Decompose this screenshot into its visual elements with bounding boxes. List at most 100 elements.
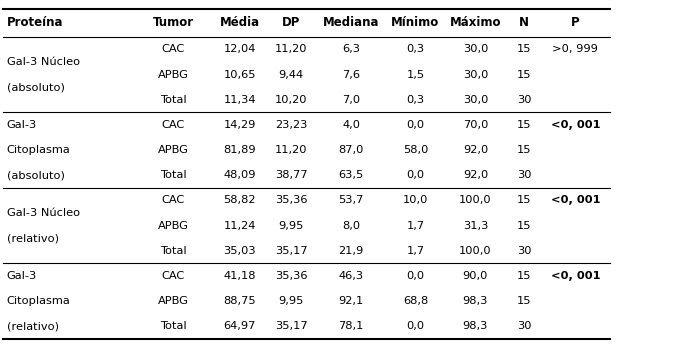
Text: 15: 15: [516, 145, 532, 155]
Text: 7,6: 7,6: [342, 70, 360, 80]
Text: 15: 15: [516, 220, 532, 230]
Text: 46,3: 46,3: [338, 271, 364, 281]
Text: 9,44: 9,44: [279, 70, 303, 80]
Text: 1,7: 1,7: [406, 220, 425, 230]
Text: 64,97: 64,97: [223, 321, 256, 331]
Text: APBG: APBG: [158, 70, 188, 80]
Text: APBG: APBG: [158, 296, 188, 306]
Text: 15: 15: [516, 70, 532, 80]
Text: Gal-3 Núcleo: Gal-3 Núcleo: [7, 57, 80, 67]
Text: 88,75: 88,75: [223, 296, 256, 306]
Text: 0,3: 0,3: [406, 45, 425, 55]
Text: Gal-3: Gal-3: [7, 120, 37, 130]
Text: 41,18: 41,18: [223, 271, 256, 281]
Text: 35,17: 35,17: [275, 321, 308, 331]
Text: Gal-3: Gal-3: [7, 271, 37, 281]
Text: 0,0: 0,0: [406, 271, 425, 281]
Text: DP: DP: [282, 16, 300, 29]
Text: 11,24: 11,24: [223, 220, 256, 230]
Text: <0, 001: <0, 001: [551, 120, 600, 130]
Text: 35,36: 35,36: [275, 271, 308, 281]
Text: CAC: CAC: [162, 45, 184, 55]
Text: >0, 999: >0, 999: [553, 45, 598, 55]
Text: 100,0: 100,0: [459, 195, 492, 205]
Text: (relativo): (relativo): [7, 233, 59, 243]
Text: 38,77: 38,77: [275, 170, 308, 180]
Text: Tumor: Tumor: [152, 16, 194, 29]
Text: 4,0: 4,0: [342, 120, 360, 130]
Text: Total: Total: [160, 170, 186, 180]
Text: 21,9: 21,9: [338, 246, 364, 256]
Text: 0,0: 0,0: [406, 321, 425, 331]
Text: (absoluto): (absoluto): [7, 170, 64, 180]
Text: 92,1: 92,1: [338, 296, 364, 306]
Text: Citoplasma: Citoplasma: [7, 145, 71, 155]
Text: 6,3: 6,3: [342, 45, 360, 55]
Text: 1,7: 1,7: [406, 246, 425, 256]
Text: 23,23: 23,23: [275, 120, 308, 130]
Text: 14,29: 14,29: [223, 120, 256, 130]
Text: 31,3: 31,3: [462, 220, 488, 230]
Text: 11,34: 11,34: [223, 95, 256, 105]
Text: 30: 30: [516, 170, 532, 180]
Text: Mediana: Mediana: [323, 16, 379, 29]
Text: 15: 15: [516, 45, 532, 55]
Text: 15: 15: [516, 296, 532, 306]
Text: 78,1: 78,1: [338, 321, 364, 331]
Text: 58,82: 58,82: [223, 195, 256, 205]
Text: 9,95: 9,95: [278, 220, 304, 230]
Text: CAC: CAC: [162, 195, 184, 205]
Text: 58,0: 58,0: [403, 145, 428, 155]
Text: 30: 30: [516, 95, 532, 105]
Text: 10,0: 10,0: [403, 195, 428, 205]
Text: 98,3: 98,3: [462, 296, 488, 306]
Text: Máximo: Máximo: [449, 16, 501, 29]
Text: 48,09: 48,09: [223, 170, 256, 180]
Text: N: N: [519, 16, 529, 29]
Text: 53,7: 53,7: [338, 195, 364, 205]
Text: APBG: APBG: [158, 220, 188, 230]
Text: 35,17: 35,17: [275, 246, 308, 256]
Text: 30: 30: [516, 321, 532, 331]
Text: 0,3: 0,3: [406, 95, 425, 105]
Text: 11,20: 11,20: [275, 145, 308, 155]
Text: 30,0: 30,0: [462, 95, 488, 105]
Text: 35,03: 35,03: [223, 246, 256, 256]
Text: (absoluto): (absoluto): [7, 82, 64, 92]
Text: 63,5: 63,5: [338, 170, 364, 180]
Text: Proteína: Proteína: [7, 16, 63, 29]
Text: 1,5: 1,5: [406, 70, 425, 80]
Text: 92,0: 92,0: [463, 145, 488, 155]
Text: 12,04: 12,04: [223, 45, 256, 55]
Text: 92,0: 92,0: [463, 170, 488, 180]
Text: 9,95: 9,95: [278, 296, 304, 306]
Text: 87,0: 87,0: [338, 145, 364, 155]
Text: Total: Total: [160, 95, 186, 105]
Text: 10,20: 10,20: [275, 95, 308, 105]
Text: 30,0: 30,0: [462, 70, 488, 80]
Text: Média: Média: [220, 16, 260, 29]
Text: 10,65: 10,65: [223, 70, 256, 80]
Text: APBG: APBG: [158, 145, 188, 155]
Text: 98,3: 98,3: [462, 321, 488, 331]
Text: 11,20: 11,20: [275, 45, 308, 55]
Text: CAC: CAC: [162, 120, 184, 130]
Text: 15: 15: [516, 271, 532, 281]
Text: 15: 15: [516, 120, 532, 130]
Text: 90,0: 90,0: [462, 271, 488, 281]
Text: Mínimo: Mínimo: [391, 16, 440, 29]
Text: 100,0: 100,0: [459, 246, 492, 256]
Text: 0,0: 0,0: [406, 170, 425, 180]
Text: 0,0: 0,0: [406, 120, 425, 130]
Text: 68,8: 68,8: [403, 296, 428, 306]
Text: 30,0: 30,0: [462, 45, 488, 55]
Text: <0, 001: <0, 001: [551, 271, 600, 281]
Text: 8,0: 8,0: [342, 220, 360, 230]
Text: P: P: [571, 16, 580, 29]
Text: <0, 001: <0, 001: [551, 195, 600, 205]
Text: Citoplasma: Citoplasma: [7, 296, 71, 306]
Text: 30: 30: [516, 246, 532, 256]
Text: CAC: CAC: [162, 271, 184, 281]
Text: 70,0: 70,0: [462, 120, 488, 130]
Text: Gal-3 Núcleo: Gal-3 Núcleo: [7, 208, 80, 218]
